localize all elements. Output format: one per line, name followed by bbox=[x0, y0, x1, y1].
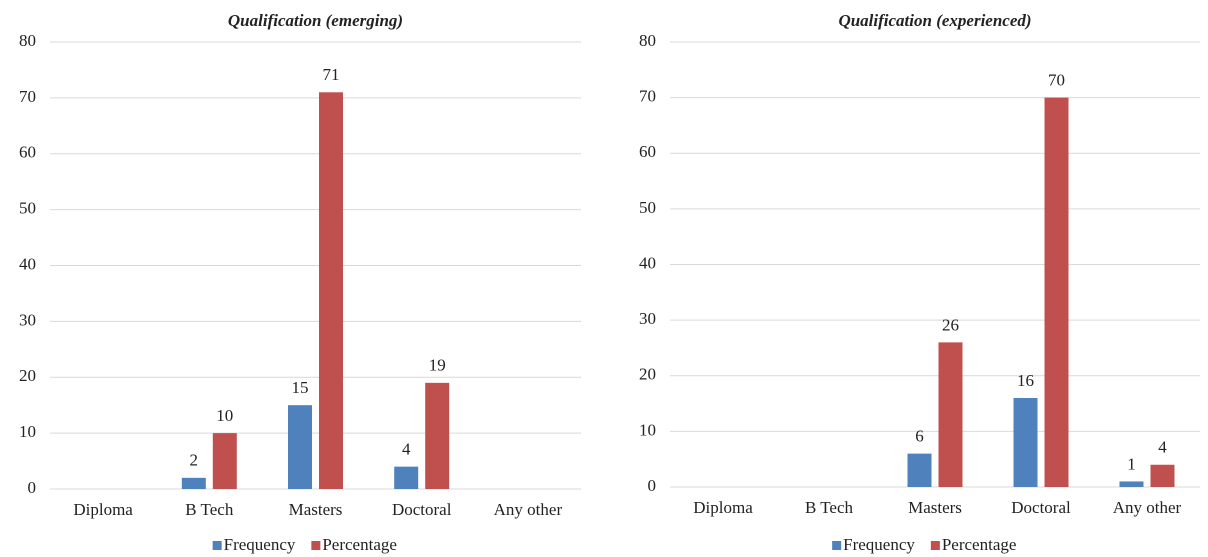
bar bbox=[938, 342, 963, 487]
y-tick-label: 80 bbox=[639, 31, 656, 50]
y-tick-label: 50 bbox=[639, 198, 656, 217]
bar bbox=[1119, 481, 1144, 487]
legend-label: Percentage bbox=[942, 535, 1017, 554]
x-tick-label: B Tech bbox=[805, 498, 854, 517]
y-tick-label: 80 bbox=[19, 31, 36, 50]
legend-label: Frequency bbox=[843, 535, 915, 554]
bar bbox=[181, 477, 206, 489]
x-tick-label: Diploma bbox=[693, 498, 753, 517]
data-label: 15 bbox=[292, 378, 309, 397]
data-label: 16 bbox=[1017, 371, 1034, 390]
x-tick-label: Masters bbox=[908, 498, 962, 517]
data-label: 6 bbox=[915, 427, 924, 446]
y-tick-label: 20 bbox=[639, 365, 656, 384]
data-label: 19 bbox=[429, 356, 446, 375]
y-tick-label: 40 bbox=[19, 254, 36, 273]
bar bbox=[319, 92, 343, 489]
legend-swatch bbox=[930, 541, 940, 550]
y-tick-label: 20 bbox=[19, 366, 36, 385]
bar bbox=[425, 382, 450, 489]
x-tick-label: Doctoral bbox=[392, 500, 452, 519]
chart-title: Qualification (emerging) bbox=[228, 11, 403, 30]
y-tick-label: 40 bbox=[639, 253, 656, 272]
data-label: 4 bbox=[1158, 438, 1167, 457]
legend-swatch bbox=[212, 541, 222, 550]
y-tick-label: 50 bbox=[19, 199, 36, 218]
legend-label: Percentage bbox=[322, 535, 397, 554]
bar bbox=[212, 433, 237, 489]
x-tick-label: B Tech bbox=[185, 500, 234, 519]
chart-title: Qualification (experienced) bbox=[838, 11, 1031, 30]
bar bbox=[1150, 464, 1175, 487]
data-label: 1 bbox=[1127, 454, 1136, 473]
y-tick-label: 10 bbox=[19, 422, 36, 441]
x-tick-label: Any other bbox=[1113, 498, 1182, 517]
legend-swatch bbox=[311, 541, 321, 550]
data-label: 4 bbox=[402, 440, 411, 459]
y-tick-label: 30 bbox=[639, 309, 656, 328]
y-tick-label: 10 bbox=[639, 420, 656, 439]
x-tick-label: Masters bbox=[289, 500, 343, 519]
x-tick-label: Diploma bbox=[73, 500, 133, 519]
y-tick-label: 70 bbox=[19, 87, 36, 106]
legend-swatch bbox=[832, 541, 842, 550]
data-label: 10 bbox=[216, 406, 233, 425]
y-tick-label: 0 bbox=[648, 476, 657, 495]
bar bbox=[288, 405, 312, 489]
data-label: 2 bbox=[190, 451, 199, 470]
y-tick-label: 30 bbox=[19, 310, 36, 329]
bar bbox=[1013, 398, 1038, 487]
data-label: 70 bbox=[1048, 71, 1065, 90]
bar bbox=[907, 453, 932, 487]
bar bbox=[1044, 97, 1069, 487]
legend-label: Frequency bbox=[224, 535, 296, 554]
y-tick-label: 60 bbox=[19, 143, 36, 162]
y-tick-label: 60 bbox=[639, 142, 656, 161]
bar bbox=[394, 466, 419, 489]
y-tick-label: 0 bbox=[28, 478, 37, 497]
x-tick-label: Doctoral bbox=[1011, 498, 1071, 517]
data-label: 26 bbox=[942, 315, 959, 334]
data-label: 71 bbox=[323, 65, 340, 84]
y-tick-label: 70 bbox=[639, 87, 656, 106]
x-tick-label: Any other bbox=[494, 500, 563, 519]
